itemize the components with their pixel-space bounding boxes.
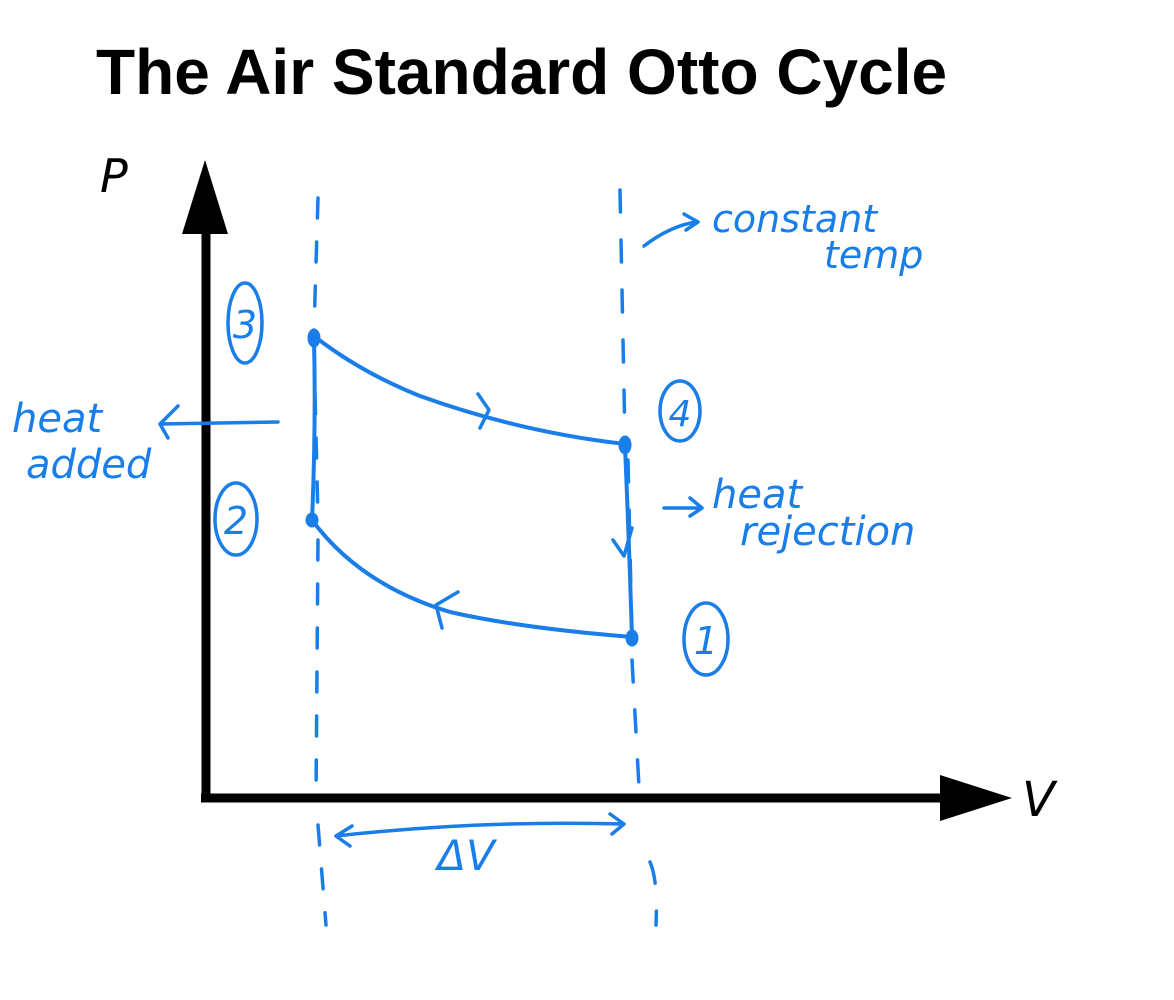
dashed-line-left: [312, 196, 328, 927]
path-3-to-4: [312, 334, 627, 446]
state-point-4: [618, 435, 632, 455]
path-2-to-3: [310, 334, 317, 522]
state-label-2: 2: [213, 481, 259, 557]
state-label-1: 1: [682, 601, 730, 677]
state-point-2: [305, 512, 319, 528]
heat-added-arrow: [158, 404, 280, 440]
state-label-2-text: 2: [224, 499, 248, 543]
direction-arrow-compression: [434, 590, 460, 630]
heat-added-label-line2: added: [26, 442, 152, 488]
axes: P V: [100, 149, 1058, 828]
state-label-4-text: 4: [669, 394, 692, 435]
direction-arrow-rejection: [611, 526, 634, 558]
slide-title: The Air Standard Otto Cycle: [96, 36, 948, 108]
constant-temp-arrow: [642, 212, 700, 248]
state-label-3: 3: [226, 281, 264, 365]
x-axis-arrowhead: [940, 775, 1012, 821]
hand-drawn-annotations: 3 4 2 1 heat added constant temp: [12, 188, 923, 927]
dashed-line-right: [618, 188, 659, 927]
y-axis-label: P: [100, 149, 128, 203]
heat-rejection-label-line2: rejection: [740, 509, 915, 555]
constant-temp-label-line2: temp: [824, 233, 923, 277]
heat-added-label-line1: heat: [12, 396, 103, 442]
delta-v-arrow: [334, 812, 626, 848]
state-label-4: 4: [658, 379, 702, 443]
y-axis-arrowhead: [182, 160, 228, 234]
path-1-to-2: [310, 518, 634, 639]
heat-rejection-label-line1: heat: [712, 472, 803, 518]
state-point-3: [307, 328, 321, 348]
state-label-1-text: 1: [694, 619, 718, 663]
constant-temp-label-line1: constant: [712, 197, 879, 241]
x-axis-label: V: [1022, 772, 1058, 828]
delta-v-label: ΔV: [434, 831, 498, 880]
heat-rejection-arrow: [662, 496, 704, 518]
state-point-1: [625, 629, 639, 647]
state-label-3-text: 3: [233, 303, 257, 347]
direction-arrow-expansion: [476, 392, 491, 430]
